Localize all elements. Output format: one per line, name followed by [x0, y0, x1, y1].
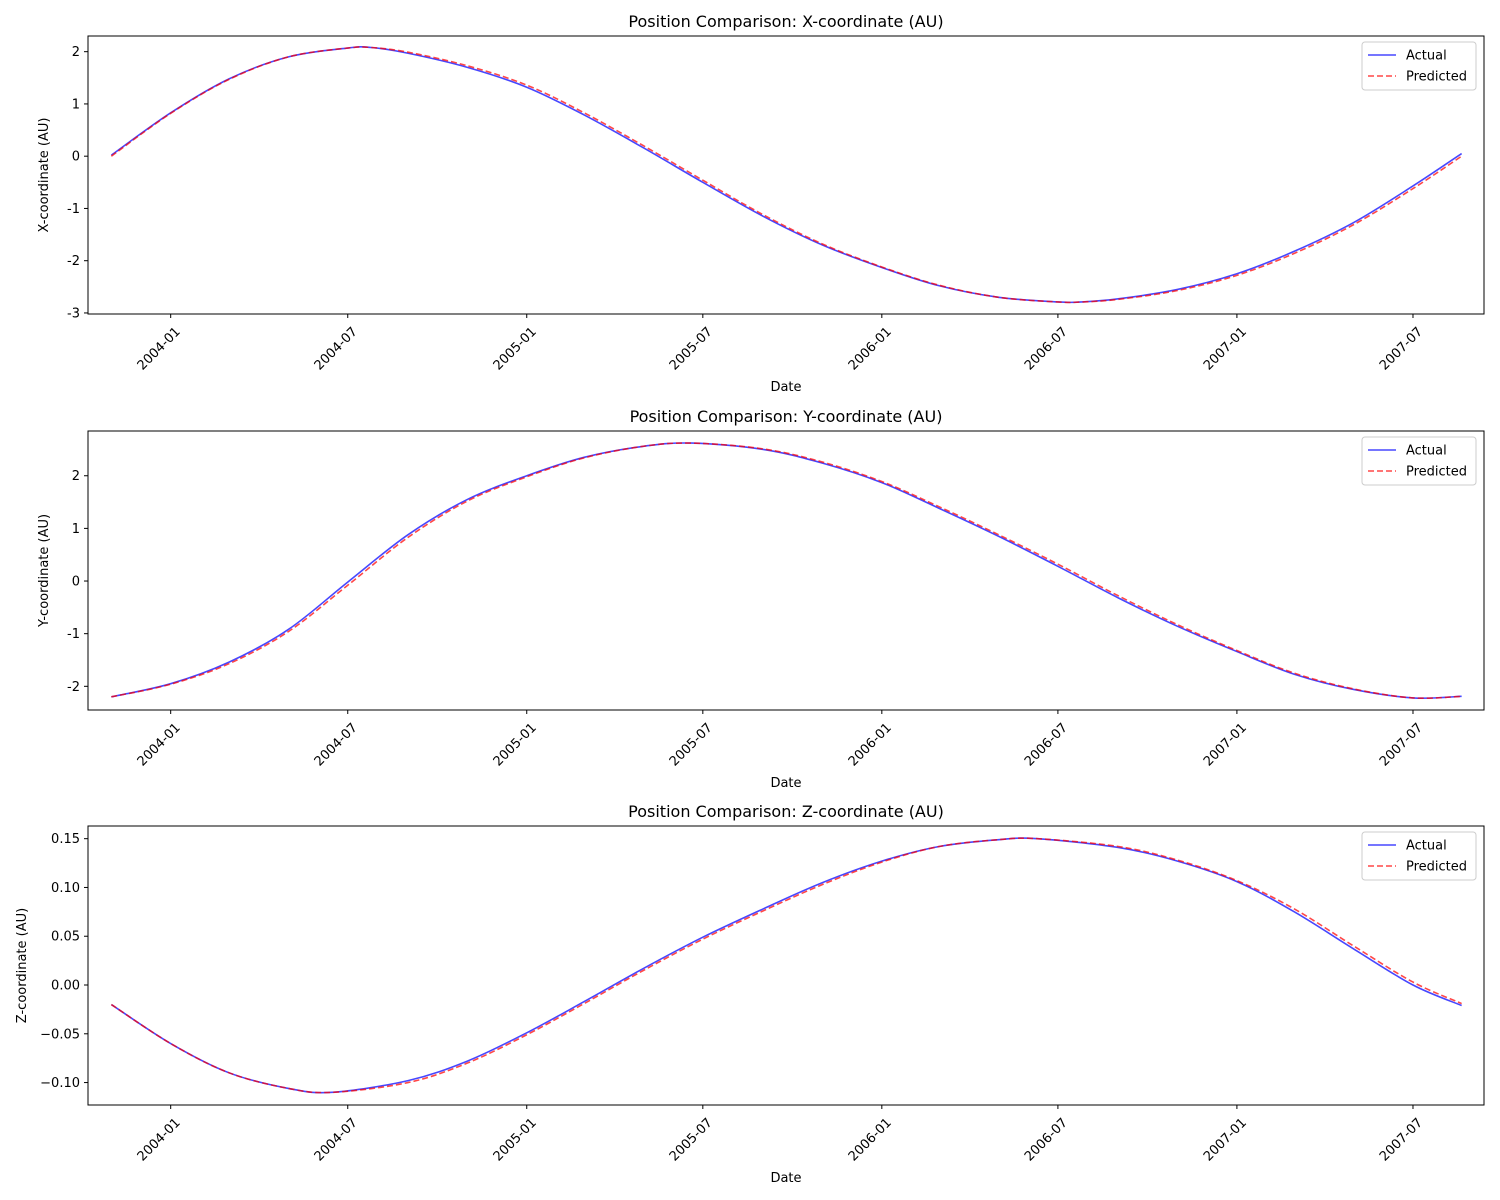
x-tick-label: 2006-01 — [846, 720, 895, 769]
x-tick-label: 2004-01 — [135, 1115, 184, 1164]
series-line-predicted — [110, 46, 1463, 304]
y-tick-label: 0 — [72, 575, 80, 590]
subplot-3: Position Comparison: Z-coordinate (AU) 20… — [15, 802, 1485, 1186]
legend-label-actual: Actual — [1406, 49, 1447, 64]
x-tick-label: 2006-07 — [1022, 324, 1071, 373]
legend: Actual Predicted — [1361, 41, 1477, 91]
y-tick-label: 2 — [72, 469, 80, 484]
y-tick-label: -2 — [67, 254, 80, 269]
y-tick-label: -1 — [67, 627, 80, 642]
chart-title: Position Comparison: X-coordinate (AU) — [628, 12, 943, 31]
series-group — [110, 46, 1463, 304]
series-line-predicted — [111, 442, 1462, 699]
y-tick-label: -3 — [67, 306, 80, 321]
y-tick-label: 0.00 — [51, 979, 80, 994]
series-line-actual — [110, 46, 1463, 304]
x-tick-label: 2007-07 — [1377, 324, 1426, 373]
x-tick-label: 2006-07 — [1022, 720, 1071, 769]
x-tick-label: 2004-07 — [312, 1115, 361, 1164]
y-tick-label: 0.15 — [51, 832, 80, 847]
x-tick-label: 2007-01 — [1201, 1115, 1250, 1164]
x-tick-label: 2004-01 — [135, 720, 184, 769]
y-tick-label: 2 — [72, 45, 80, 60]
x-tick-label: 2006-07 — [1022, 1115, 1071, 1164]
x-tick-label: 2005-07 — [667, 324, 716, 373]
series-line-actual — [111, 442, 1462, 699]
y-axis-label: X-coordinate (AU) — [37, 118, 52, 233]
x-tick-label: 2007-07 — [1377, 720, 1426, 769]
chart-title: Position Comparison: Y-coordinate (AU) — [630, 407, 943, 426]
x-tick-label: 2004-01 — [135, 324, 184, 373]
plot-frame — [87, 430, 1485, 711]
y-tick-label: −0.05 — [40, 1027, 80, 1042]
subplot-1: Position Comparison: X-coordinate (AU)20… — [37, 12, 1485, 395]
plot-frame — [87, 35, 1485, 315]
x-axis-label: Date — [770, 380, 801, 395]
series-line-actual — [110, 837, 1462, 1094]
y-tick-label: -1 — [67, 202, 80, 217]
chart-title: Position Comparison: Z-coordinate (AU) — [628, 802, 944, 821]
x-tick-label: 2006-01 — [846, 324, 895, 373]
x-tick-label: 2004-07 — [312, 720, 361, 769]
legend-box — [1361, 831, 1477, 881]
x-tick-label: 2005-07 — [667, 720, 716, 769]
legend-label-actual: Actual — [1406, 444, 1447, 459]
legend-label-predicted: Predicted — [1406, 860, 1467, 875]
y-axis-label: Y-coordinate (AU) — [37, 514, 52, 628]
y-tick-label: 0 — [72, 150, 80, 165]
legend-label-predicted: Predicted — [1406, 465, 1467, 480]
x-axis-label: Date — [770, 776, 801, 791]
x-tick-label: 2007-07 — [1377, 1115, 1426, 1164]
x-tick-label: 2004-07 — [312, 324, 361, 373]
legend-box — [1361, 41, 1477, 91]
x-tick-label: 2005-07 — [667, 1115, 716, 1164]
legend-label-actual: Actual — [1406, 839, 1447, 854]
legend-label-predicted: Predicted — [1406, 70, 1467, 85]
y-tick-label: 0.05 — [51, 930, 80, 945]
x-axis-label: Date — [770, 1171, 801, 1186]
y-tick-label: 1 — [72, 97, 80, 112]
legend-box — [1361, 436, 1477, 486]
legend: Actual Predicted — [1361, 436, 1477, 486]
y-axis-label: Z-coordinate (AU) — [15, 908, 30, 1023]
x-tick-label: 2005-01 — [491, 324, 540, 373]
x-tick-label: 2007-01 — [1201, 324, 1250, 373]
legend: Actual Predicted — [1361, 831, 1477, 881]
x-tick-label: 2007-01 — [1201, 720, 1250, 769]
subplot-2: Position Comparison: Y-coordinate (AU)20… — [37, 407, 1485, 791]
y-tick-label: -2 — [67, 680, 80, 695]
series-group — [111, 442, 1462, 699]
series-line-predicted — [110, 837, 1462, 1094]
series-group — [110, 837, 1462, 1094]
y-tick-label: 1 — [72, 522, 80, 537]
plot-frame — [87, 825, 1485, 1106]
x-tick-label: 2006-01 — [846, 1115, 895, 1164]
y-tick-label: −0.10 — [40, 1076, 80, 1091]
x-tick-label: 2005-01 — [491, 720, 540, 769]
y-tick-label: 0.10 — [51, 881, 80, 896]
x-tick-label: 2005-01 — [491, 1115, 540, 1164]
